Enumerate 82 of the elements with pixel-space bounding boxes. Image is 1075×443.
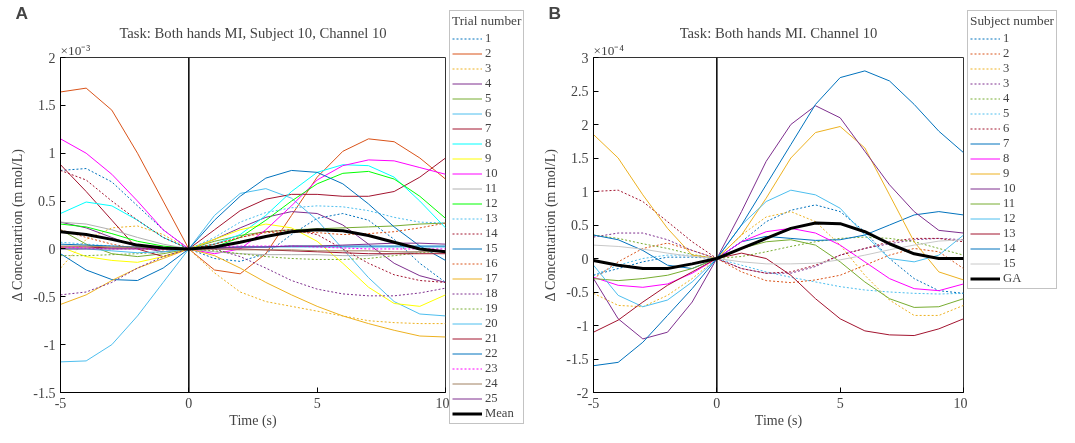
legend-label: 12 (485, 196, 499, 211)
legend-label: 20 (485, 316, 499, 331)
legend-label: 14 (1003, 241, 1017, 256)
legend-label: 15 (485, 241, 499, 256)
y-axis-title: Δ Concentartion (m mol/L) (10, 148, 27, 302)
legend-title: Trial number (452, 13, 522, 29)
legend-label: 1 (1003, 31, 1011, 46)
legend-label: 2 (1003, 46, 1011, 61)
legend-label: 15 (1003, 256, 1017, 271)
legend-label: 23 (485, 361, 499, 376)
x-tick-label: 5 (313, 395, 321, 411)
x-tick-label: -5 (54, 395, 67, 411)
legend-label: 8 (485, 136, 493, 151)
y-tick-label: -1 (43, 337, 56, 353)
legend-label: 3 (1003, 76, 1011, 91)
text: A (15, 2, 29, 23)
legend-label: 5 (1003, 106, 1011, 121)
text: ×10⁻³ (60, 42, 91, 58)
y-axis-title: Δ Concentartion (m mol/L) (543, 148, 560, 302)
legend-label: 6 (485, 106, 493, 121)
legend-label: 11 (485, 181, 499, 196)
y-tick-label: -1.5 (33, 385, 56, 401)
x-tick-label: 10 (953, 395, 968, 411)
legend-label: 16 (485, 256, 499, 271)
legend-label: 4 (1003, 91, 1011, 106)
legend-label: 19 (485, 301, 499, 316)
legend-label: 3 (485, 61, 493, 76)
legend-label: 25 (485, 391, 499, 406)
legend-label: 8 (1003, 151, 1011, 166)
legend-label: 14 (485, 226, 499, 241)
y-tick-label: 1.5 (571, 151, 589, 166)
x-axis-title: Time (s) (229, 412, 277, 429)
y-tick-label: -2 (576, 385, 589, 401)
legend-label: 13 (485, 211, 499, 226)
legend-label: 4 (485, 76, 493, 91)
legend-label: 1 (485, 31, 493, 46)
legend-label: 10 (1003, 181, 1017, 196)
text: ×10⁻⁴ (593, 42, 625, 58)
legend-label: 17 (485, 271, 499, 286)
legend-label: 9 (485, 151, 493, 166)
x-tick-label: 5 (836, 395, 844, 411)
legend-label: 22 (485, 346, 499, 361)
y-tick-label: -0.5 (566, 285, 589, 300)
y-tick-label: -1.5 (566, 352, 589, 367)
x-axis-title: Time (s) (754, 412, 803, 429)
text: B (548, 2, 562, 23)
x-tick-label: 0 (185, 395, 193, 411)
y-tick-label: 1 (581, 184, 589, 200)
legend-label: Mean (485, 406, 514, 421)
y-tick-label: 2 (581, 117, 589, 133)
chart-title: Task: Both hands MI, Subject 10, Channel 10 (119, 24, 387, 41)
legend-label: 12 (1003, 211, 1017, 226)
y-tick-label: 3 (581, 50, 589, 66)
legend-label: 3 (1003, 61, 1011, 76)
y-tick-label: 1.5 (38, 98, 56, 114)
legend-label: 21 (485, 331, 499, 346)
legend-title: Subject number (970, 13, 1055, 29)
legend-label: 11 (1003, 196, 1017, 211)
x-tick-label: 0 (713, 395, 721, 411)
y-tick-label: 0 (581, 251, 589, 267)
legend-label: 13 (1003, 226, 1017, 241)
legend-label: 2 (485, 46, 493, 61)
x-tick-label: -5 (587, 395, 600, 411)
y-tick-label: 0.5 (571, 218, 589, 233)
legend-label: 5 (485, 91, 493, 106)
y-tick-label: 0 (48, 241, 56, 257)
y-tick-label: 1 (48, 146, 56, 162)
chart-title: Task: Both hands MI. Channel 10 (679, 24, 878, 41)
legend-label: 7 (1003, 136, 1011, 151)
legend-label: 18 (485, 286, 499, 301)
legend-label: 24 (485, 376, 499, 391)
legend-label: 10 (485, 166, 499, 181)
legend-label: 7 (485, 121, 493, 136)
y-tick-label: -0.5 (33, 289, 56, 305)
legend-label: 9 (1003, 166, 1011, 181)
legend-label: GA (1003, 271, 1023, 286)
y-tick-label: -1 (576, 318, 589, 334)
x-tick-label: 10 (435, 395, 450, 411)
y-tick-label: 2.5 (571, 84, 589, 99)
legend-label: 6 (1003, 121, 1011, 136)
y-tick-label: 0.5 (38, 194, 56, 210)
y-tick-label: 2 (48, 50, 56, 66)
